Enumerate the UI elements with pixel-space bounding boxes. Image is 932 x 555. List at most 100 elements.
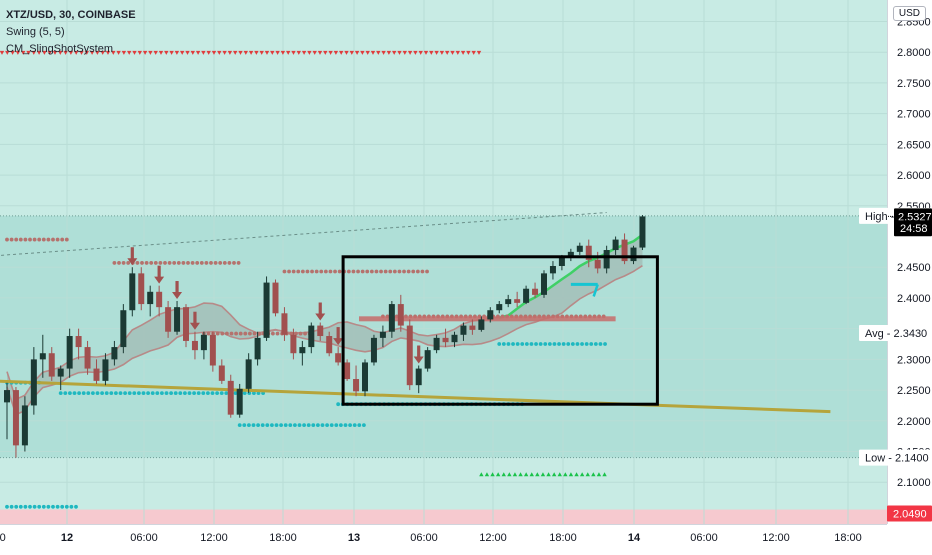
swing-low-dot xyxy=(183,391,187,396)
swing-high-dot xyxy=(32,237,37,242)
trend-lines[interactable] xyxy=(0,212,831,414)
swing-low-dot xyxy=(14,504,19,509)
sell-marker xyxy=(344,50,349,55)
symbol-title[interactable]: XTZ/USD, 30, COINBASE xyxy=(6,9,136,21)
swing-high-dot xyxy=(257,331,261,336)
swing-low-dot xyxy=(46,504,51,509)
candle-body xyxy=(326,336,333,354)
buy-marker xyxy=(523,472,529,477)
time-tick-label: 06:00 xyxy=(130,532,158,544)
highlight-box[interactable] xyxy=(341,255,659,406)
sell-marker xyxy=(31,50,36,55)
swing-low-dot xyxy=(55,504,60,509)
swing-low-dot xyxy=(534,342,538,346)
ma-slow-line xyxy=(6,265,643,416)
swing-high-dot xyxy=(121,261,126,265)
indicator-slingshot[interactable]: CM_SlingShotSystem xyxy=(6,43,113,55)
down-arrow-head xyxy=(154,276,165,284)
sell-marker xyxy=(450,50,455,55)
swing-high-dot xyxy=(41,237,46,242)
candle-body xyxy=(505,299,512,305)
swing-low-dot xyxy=(28,504,32,509)
swing-high-dot xyxy=(388,269,393,274)
price-axis[interactable]: 2.85002.80002.75002.70002.65002.60002.55… xyxy=(859,0,932,550)
swing-high-dot xyxy=(234,331,239,336)
swing-high-dot xyxy=(222,261,227,265)
buy-marker xyxy=(579,472,585,477)
swing-high-dot xyxy=(23,237,28,242)
swing-high-dot xyxy=(199,261,204,265)
sell-marker xyxy=(413,50,418,55)
swing-high-dot xyxy=(397,269,402,274)
buy-marker xyxy=(512,472,518,477)
swing-high-dot xyxy=(314,269,319,274)
candle-body xyxy=(218,365,225,381)
currency-button[interactable]: USD xyxy=(892,6,926,21)
sell-marker xyxy=(217,50,222,55)
time-axis[interactable]: 3:00 12 06:00 12:00 18:00 13 06:00 12:00 18:00 14… xyxy=(0,524,932,550)
swing-low-dot xyxy=(529,342,534,346)
down-arrow-head xyxy=(315,313,326,321)
sell-marker xyxy=(365,50,370,55)
sell-marker xyxy=(58,50,63,55)
swing-high-dot xyxy=(213,261,218,265)
swing-high-dot xyxy=(300,269,305,274)
swing-low-dot xyxy=(51,504,55,509)
sell-marker xyxy=(381,50,386,55)
swing-high-dot xyxy=(333,269,337,274)
down-arrow-shaft xyxy=(193,311,197,324)
candle-body xyxy=(308,325,315,348)
swing-high-dot xyxy=(195,261,200,265)
swing-high-dot xyxy=(28,237,32,242)
indicator-swing[interactable]: Swing (5, 5) xyxy=(6,26,65,38)
swing-low-dot xyxy=(237,423,242,427)
sell-marker xyxy=(445,50,450,55)
swing-low-dot xyxy=(584,342,589,346)
swing-low-dot xyxy=(506,342,511,346)
sell-marker xyxy=(354,50,360,55)
swing-low-dot xyxy=(150,391,155,396)
time-tick-label: 12:00 xyxy=(762,532,790,544)
swing-high-dot xyxy=(291,269,296,274)
price-tick-label: 2.7000 xyxy=(897,109,931,121)
swing-low-dot xyxy=(260,423,265,427)
sell-marker xyxy=(233,50,238,55)
candle-body xyxy=(496,304,503,311)
down-arrow-head xyxy=(413,356,424,364)
candle-body xyxy=(48,353,55,377)
candle-body xyxy=(549,265,556,274)
candle-body xyxy=(585,245,592,260)
swing-low-dot xyxy=(339,423,343,427)
swing-high-dot xyxy=(319,269,324,274)
buy-marker xyxy=(484,472,490,477)
down-arrow-shaft xyxy=(318,302,322,315)
candle-body xyxy=(30,359,37,406)
sell-marker xyxy=(89,50,95,55)
swing-low-dot xyxy=(242,423,247,427)
sell-marker xyxy=(339,50,344,55)
candle-body xyxy=(191,340,198,351)
swing-low-dot xyxy=(570,342,575,346)
sell-marker xyxy=(127,50,132,55)
buy-marker xyxy=(495,472,501,477)
candle-body xyxy=(353,379,360,392)
sell-marker xyxy=(460,50,466,55)
swing-high-dot xyxy=(282,269,287,274)
swing-low-dot xyxy=(334,423,339,427)
swing-low-dot xyxy=(336,402,341,407)
chart-legend: XTZ/USD, 30, COINBASE Swing (5, 5) CM_Sl… xyxy=(6,7,136,58)
buy-marker xyxy=(563,472,568,477)
swing-low-dot xyxy=(252,391,256,396)
sell-marker xyxy=(158,50,164,55)
swing-high-dot xyxy=(289,331,294,336)
sell-marker xyxy=(211,50,217,55)
swing-high-dot xyxy=(135,261,140,265)
candle-body xyxy=(406,325,413,386)
swing-low-dot xyxy=(201,391,206,396)
swing-high-dot xyxy=(172,261,177,265)
sell-marker xyxy=(471,50,476,55)
swing-low-dot xyxy=(589,342,594,346)
swing-low-dot xyxy=(316,423,320,427)
sell-marker xyxy=(79,50,84,55)
